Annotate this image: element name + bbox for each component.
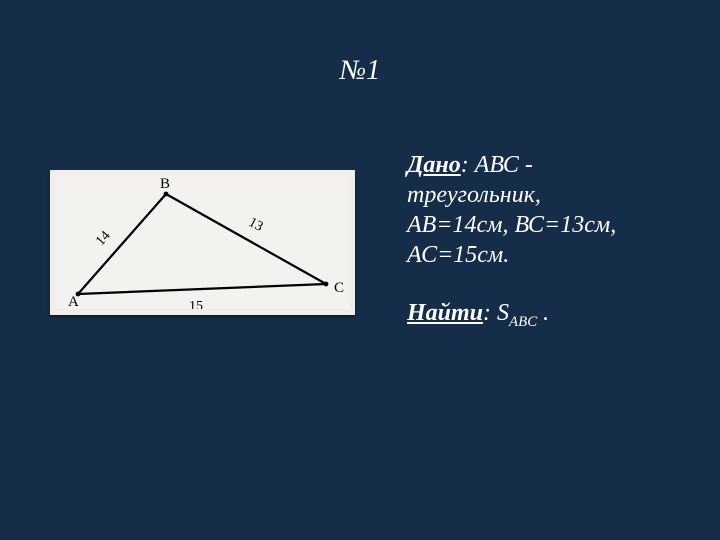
given-line2: треугольник, bbox=[407, 182, 541, 208]
find-label: Найти bbox=[407, 300, 483, 326]
svg-text:B: B bbox=[160, 176, 170, 192]
triangle-svg: A B C 14 13 15 bbox=[56, 176, 349, 309]
given-colon: : bbox=[461, 152, 475, 178]
svg-text:C: C bbox=[334, 280, 344, 296]
problem-number-title: №1 bbox=[0, 55, 720, 87]
given-line3: АВ=14см, ВС=13см, bbox=[407, 212, 616, 238]
svg-text:13: 13 bbox=[246, 215, 265, 235]
find-s: S bbox=[497, 300, 509, 326]
slide: №1 ABC141315 Дано: АВС - треугольник, АВ… bbox=[0, 0, 720, 540]
svg-text:14: 14 bbox=[93, 228, 114, 248]
given-block: Дано: АВС - треугольник, АВ=14см, ВС=13с… bbox=[407, 150, 697, 270]
svg-text:15: 15 bbox=[189, 299, 203, 309]
given-label: Дано bbox=[407, 152, 461, 178]
problem-text: Дано: АВС - треугольник, АВ=14см, ВС=13с… bbox=[407, 150, 697, 331]
find-block: Найти: SABC . bbox=[407, 298, 697, 331]
triangle-figure-frame: A B C 14 13 15 bbox=[50, 170, 355, 315]
given-line4: АС=15см. bbox=[407, 242, 509, 268]
given-line1a: АВС - bbox=[475, 152, 533, 178]
triangle-figure: A B C 14 13 15 bbox=[56, 176, 349, 309]
find-end: . bbox=[537, 300, 549, 326]
find-colon: : bbox=[483, 300, 497, 326]
find-sub: ABC bbox=[509, 314, 537, 330]
svg-text:A: A bbox=[68, 294, 79, 309]
